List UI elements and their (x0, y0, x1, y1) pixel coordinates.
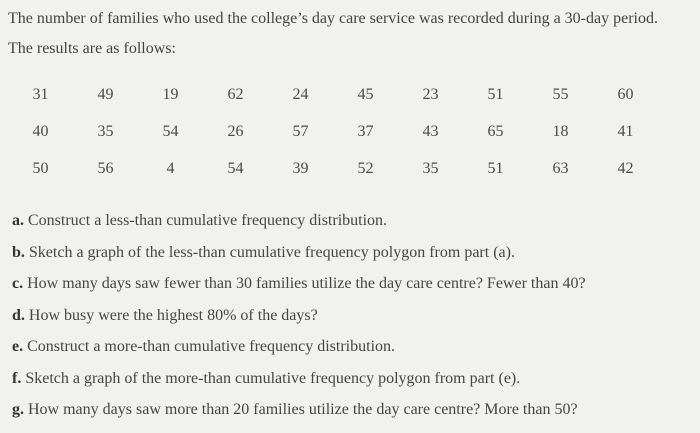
data-cell: 62 (227, 85, 244, 103)
question-item-e: e. Construct a more-than cumulative freq… (10, 331, 692, 363)
data-cell: 41 (617, 122, 634, 140)
question-label: c. (12, 275, 24, 292)
problem-statement: The number of families who used the coll… (8, 10, 658, 57)
question-item-c: c. How many days saw fewer than 30 famil… (10, 268, 692, 300)
data-table-body: 31 49 19 62 24 45 23 51 55 60 40 35 54 2… (8, 76, 658, 187)
question-text: How busy were the highest 80% of the day… (28, 306, 318, 324)
data-cell: 57 (292, 122, 309, 140)
question-label: f. (12, 369, 22, 387)
question-label: e. (12, 338, 24, 355)
question-text: How many days saw more than 20 families … (28, 401, 578, 418)
data-cell: 23 (422, 85, 439, 103)
data-cell: 26 (227, 122, 244, 140)
data-cell: 49 (97, 85, 114, 103)
data-cell: 60 (617, 85, 634, 103)
question-item-g: g. How many days saw more than 20 famili… (10, 394, 692, 426)
data-cell: 35 (97, 122, 114, 140)
table-row: 40 35 54 26 57 37 43 65 18 41 (8, 113, 658, 150)
question-list: a. Construct a less-than cumulative freq… (8, 205, 692, 426)
data-cell: 63 (552, 159, 569, 177)
question-label: b. (12, 243, 25, 261)
data-cell: 24 (292, 85, 309, 103)
data-cell: 42 (617, 159, 634, 177)
question-text: Construct a more-than cumulative frequen… (27, 338, 396, 355)
question-item-b: b. Sketch a graph of the less-than cumul… (10, 237, 692, 269)
table-row: 31 49 19 62 24 45 23 51 55 60 (8, 76, 658, 113)
question-item-a: a. Construct a less-than cumulative freq… (10, 205, 692, 237)
data-cell: 56 (97, 159, 114, 177)
question-label: d. (12, 306, 25, 324)
data-cell: 37 (357, 122, 374, 140)
question-text: Sketch a graph of the less-than cumulati… (28, 243, 515, 261)
data-cell: 50 (32, 159, 49, 177)
question-text: How many days saw fewer than 30 families… (27, 275, 586, 292)
data-cell: 55 (552, 85, 569, 103)
data-cell: 39 (292, 159, 309, 177)
data-table: 31 49 19 62 24 45 23 51 55 60 40 35 54 2… (8, 76, 658, 187)
data-cell: 45 (357, 85, 374, 103)
data-cell: 52 (357, 159, 374, 177)
data-cell: 4 (166, 159, 175, 177)
data-cell: 35 (422, 159, 439, 177)
data-cell: 54 (162, 122, 179, 140)
question-text: Construct a less-than cumulative frequen… (28, 212, 388, 229)
data-cell: 31 (32, 85, 49, 103)
data-cell: 51 (487, 85, 504, 103)
table-row: 50 56 4 54 39 52 35 51 63 42 (8, 150, 658, 187)
question-item-f: f. Sketch a graph of the more-than cumul… (10, 363, 692, 395)
data-cell: 54 (227, 159, 244, 177)
question-label: a. (12, 212, 24, 229)
question-label: g. (12, 401, 24, 418)
data-cell: 19 (162, 85, 179, 103)
question-item-d: d. How busy were the highest 80% of the … (10, 300, 692, 332)
data-cell: 18 (552, 122, 569, 140)
data-cell: 65 (487, 122, 504, 140)
data-cell: 43 (422, 122, 439, 140)
data-cell: 40 (32, 122, 49, 140)
question-text: Sketch a graph of the more-than cumulati… (25, 369, 521, 387)
data-cell: 51 (487, 159, 504, 177)
